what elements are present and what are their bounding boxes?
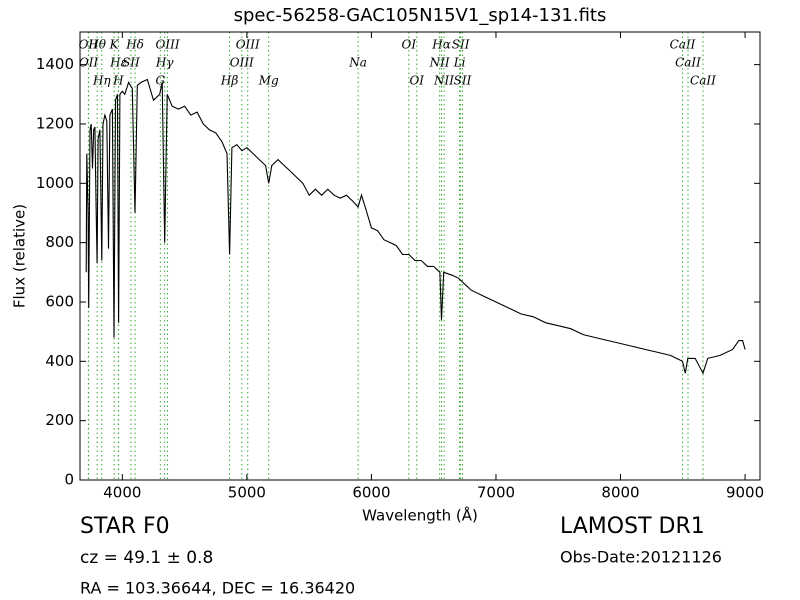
y-tick-label: 1400 — [36, 55, 74, 73]
y-tick-label: 1000 — [36, 174, 74, 192]
y-tick-label: 600 — [45, 292, 74, 310]
line-label: Li — [453, 56, 466, 70]
x-tick-label: 7000 — [477, 484, 515, 502]
line-label: OI — [402, 38, 417, 52]
line-label: Hβ — [220, 74, 238, 88]
line-label: Hα — [431, 38, 451, 52]
line-label: SII — [122, 56, 140, 70]
line-label: OI — [409, 74, 424, 88]
line-label: OIII — [236, 38, 260, 52]
line-label: NII — [433, 74, 454, 88]
line-label: NII — [429, 56, 450, 70]
line-label: H — [112, 74, 124, 88]
line-label: Hδ — [125, 38, 144, 52]
line-label: Na — [348, 56, 367, 70]
y-tick-label: 1200 — [36, 114, 74, 132]
x-tick-label: 5000 — [228, 484, 266, 502]
line-label: OII — [79, 38, 99, 52]
redshift: cz = 49.1 ± 0.8 — [80, 548, 213, 568]
line-label: SII — [454, 74, 472, 88]
y-tick-label: 200 — [45, 411, 74, 429]
obs-date: Obs-Date:20121126 — [560, 548, 722, 567]
line-label: OIII — [156, 38, 180, 52]
survey: LAMOST DR1 — [560, 514, 705, 539]
y-tick-label: 800 — [45, 233, 74, 251]
y-tick-label: 0 — [64, 471, 74, 489]
x-tick-label: 6000 — [352, 484, 390, 502]
line-label: CaII — [670, 38, 696, 52]
coordinates: RA = 103.36644, DEC = 16.36420 — [80, 579, 355, 598]
object-class: STAR F0 — [80, 514, 170, 539]
line-label: Hγ — [155, 56, 174, 70]
line-label: K — [109, 38, 120, 52]
x-tick-label: 9000 — [726, 484, 764, 502]
line-label: OIII — [230, 56, 254, 70]
line-label: Mg — [258, 74, 279, 88]
line-label: SII — [452, 38, 470, 52]
line-label: Hη — [92, 74, 111, 88]
line-label: CaII — [675, 56, 701, 70]
x-tick-label: 8000 — [601, 484, 639, 502]
line-label: OII — [79, 56, 99, 70]
line-label: CaII — [690, 74, 716, 88]
x-axis-label: Wavelength (Å) — [362, 506, 478, 525]
line-label: G — [156, 74, 166, 88]
y-tick-label: 400 — [45, 352, 74, 370]
plot-frame — [79, 31, 761, 481]
line-label: Hε — [109, 56, 127, 70]
y-axis-label: Flux (relative) — [11, 204, 29, 308]
x-tick-label: 4000 — [103, 484, 141, 502]
chart-title: spec-56258-GAC105N15V1_sp14-131.fits — [234, 5, 607, 26]
spectrum-line — [85, 78, 746, 375]
